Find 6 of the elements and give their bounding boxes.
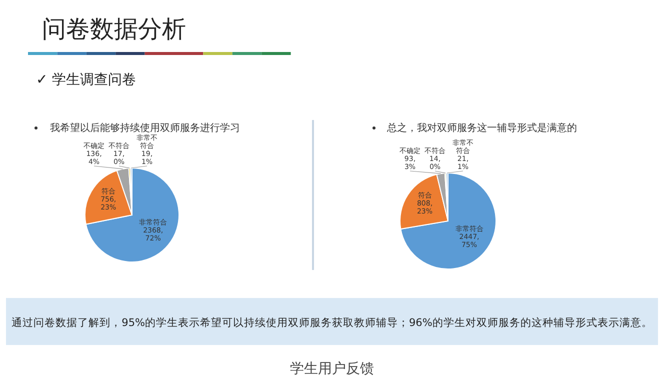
text: 通过问卷数据了解到，95%的学生表示希望可以持续使用双师服务获取教师辅导；96%的学生对双师服务的这种辅导形式表示满意。 (12, 316, 652, 329)
chart-title: 总之，我对双师服务这一辅导形式是满意的 (386, 122, 577, 134)
text: ✓ 学生调查问卷 (36, 72, 136, 88)
chart-title: 我希望以后能够持续使用双师服务进行学习 (50, 122, 240, 134)
text: 学生用户反馈 (290, 361, 374, 377)
text: 问卷数据分析 (42, 15, 186, 43)
